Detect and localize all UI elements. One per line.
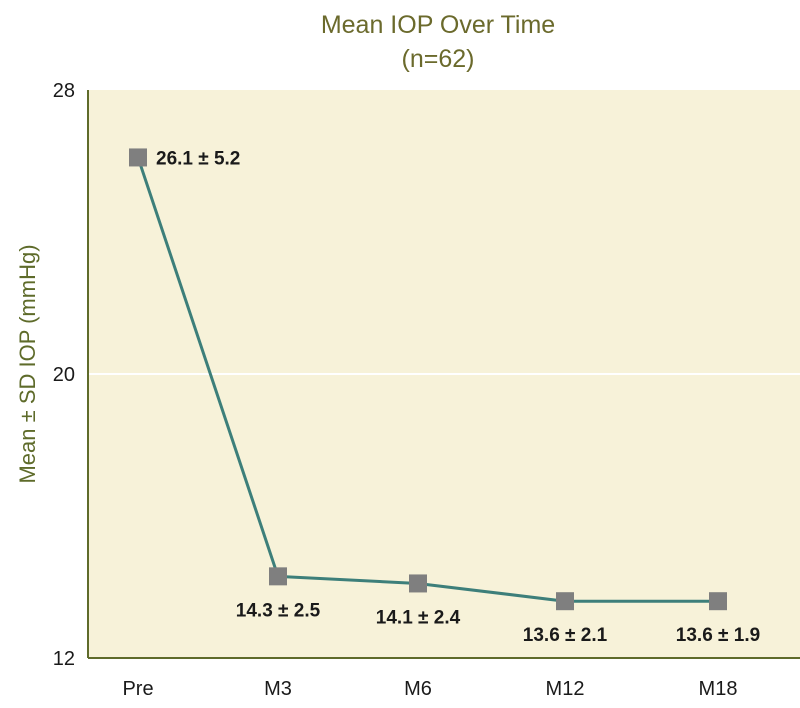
y-axis-label: Mean ± SD IOP (mmHg) xyxy=(15,244,40,483)
data-point-marker xyxy=(129,148,147,167)
chart-subtitle: (n=62) xyxy=(402,45,475,73)
data-point-marker xyxy=(269,567,287,586)
data-point-marker xyxy=(556,592,574,611)
x-tick-label: M6 xyxy=(404,678,432,700)
marker-group xyxy=(129,148,727,611)
x-tick-label: M12 xyxy=(546,678,585,700)
y-tick-group: 28 20 12 xyxy=(53,80,75,670)
data-label: 14.1 ± 2.4 xyxy=(376,607,461,628)
chart-title: Mean IOP Over Time xyxy=(321,11,555,39)
x-tick-group: Pre M3 M6 M12 M18 xyxy=(122,678,737,700)
data-point-marker xyxy=(709,592,727,611)
x-tick-label: M3 xyxy=(264,678,292,700)
x-tick-label: Pre xyxy=(122,678,153,700)
data-label: 26.1 ± 5.2 xyxy=(156,148,240,169)
x-tick-label: M18 xyxy=(699,678,738,700)
y-tick-label: 12 xyxy=(53,648,75,670)
y-tick-label: 28 xyxy=(53,80,75,102)
y-tick-label: 20 xyxy=(53,364,75,386)
data-point-marker xyxy=(409,574,427,593)
data-label-group: 26.1 ± 5.2 14.3 ± 2.5 14.1 ± 2.4 13.6 ± 2.1… xyxy=(156,148,760,646)
data-label: 13.6 ± 1.9 xyxy=(676,625,760,646)
data-label: 13.6 ± 2.1 xyxy=(523,625,608,646)
data-label: 14.3 ± 2.5 xyxy=(236,600,321,621)
